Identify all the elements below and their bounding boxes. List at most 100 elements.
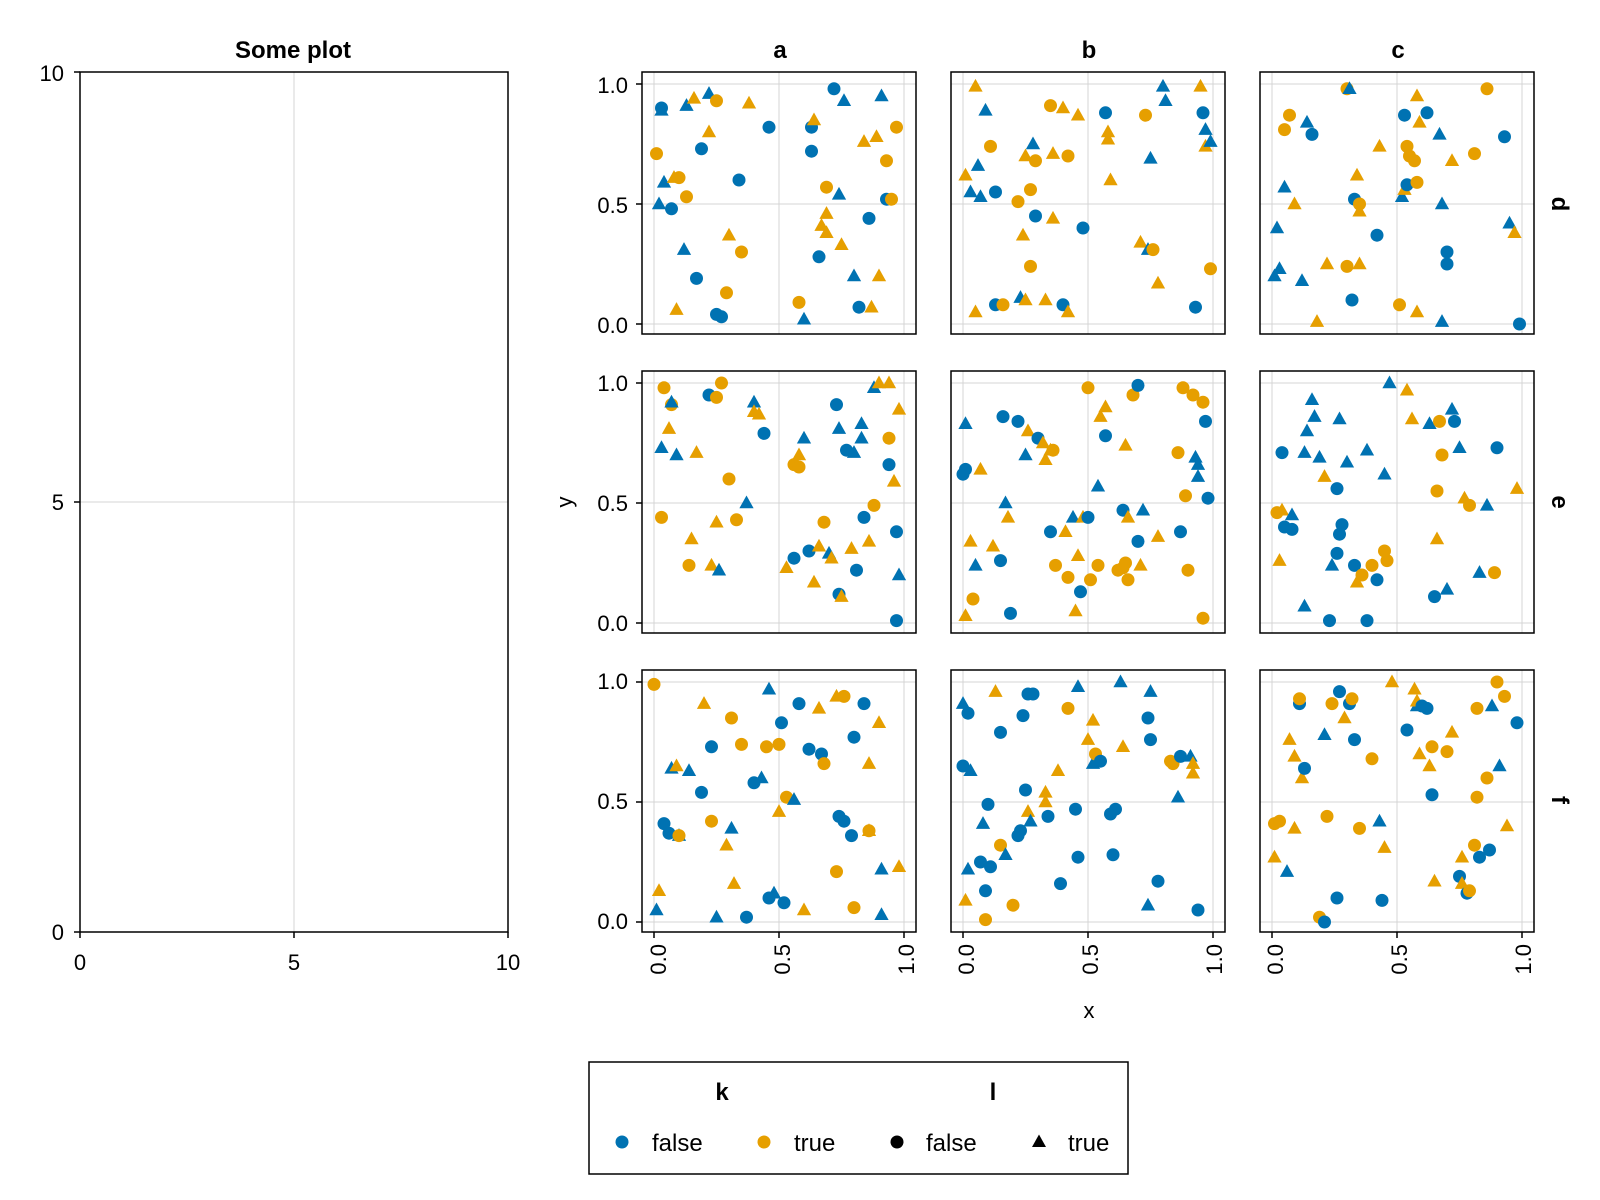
data-point-triangle	[1404, 411, 1420, 425]
facet-x-axis-label: x	[1084, 998, 1095, 1023]
data-point-triangle	[891, 401, 907, 415]
data-point-circle	[1131, 534, 1145, 548]
legend-label-k-false: false	[652, 1130, 703, 1157]
data-point-circle	[1199, 414, 1212, 428]
data-point-triangle	[1018, 447, 1033, 461]
data-point-triangle	[649, 902, 664, 916]
data-point-circle	[1330, 891, 1344, 905]
data-point-circle	[862, 211, 876, 225]
data-point-circle	[1174, 525, 1187, 539]
data-point-circle	[1365, 752, 1379, 766]
data-point-triangle	[970, 158, 986, 171]
data-point-circle	[1109, 802, 1122, 816]
facet-y-tick-label: 0.0	[597, 611, 628, 636]
data-point-circle	[847, 730, 861, 744]
left-plot-gridlines	[79, 71, 509, 933]
data-point-circle	[1174, 749, 1187, 763]
data-point-circle	[792, 295, 806, 309]
data-point-triangle	[968, 304, 983, 318]
data-point-circle	[1069, 802, 1082, 816]
data-point-triangle	[766, 885, 782, 899]
data-point-triangle	[1272, 553, 1287, 566]
data-point-triangle	[779, 560, 794, 574]
data-point-triangle	[1085, 712, 1101, 726]
data-point-circle	[1176, 381, 1190, 395]
panel-b-e	[950, 370, 1226, 634]
facet-y-tick-label: 0.5	[597, 193, 628, 218]
data-point-triangle	[681, 763, 697, 777]
data-point-circle	[1081, 510, 1095, 524]
data-point-triangle	[696, 696, 712, 709]
facet-x-tick-label: 1.0	[894, 944, 919, 975]
data-point-circle	[812, 250, 826, 264]
data-point-triangle	[1060, 304, 1076, 318]
data-point-triangle	[985, 538, 1001, 552]
facet-row-header: d	[1546, 197, 1573, 212]
panel-a-e	[636, 370, 917, 634]
data-point-triangle	[1317, 469, 1332, 482]
legend-title-k: k	[715, 1079, 729, 1106]
data-point-triangle	[651, 883, 667, 897]
data-point-triangle	[1000, 509, 1016, 523]
data-point-circle	[1179, 489, 1192, 503]
data-point-circle	[1348, 733, 1361, 747]
data-point-circle	[890, 614, 903, 628]
data-point-circle	[1106, 848, 1120, 862]
data-point-circle	[956, 759, 970, 773]
data-point-circle	[1024, 183, 1037, 197]
data-point-circle	[1325, 697, 1339, 711]
data-point-triangle	[1193, 78, 1208, 92]
data-point-circle	[1335, 518, 1349, 532]
data-point-circle	[1468, 147, 1481, 161]
data-point-triangle	[963, 184, 978, 198]
data-point-circle	[722, 472, 736, 486]
data-point-circle	[1333, 685, 1346, 699]
data-point-triangle	[724, 820, 739, 834]
data-point-triangle	[1304, 392, 1320, 406]
data-point-triangle	[1372, 138, 1387, 152]
data-point-triangle	[963, 763, 978, 777]
data-point-triangle	[1038, 292, 1053, 306]
facet-row-header: e	[1546, 495, 1573, 508]
facet-y-tick-label: 0.0	[597, 313, 628, 338]
data-point-triangle	[1015, 227, 1031, 241]
facet-column-header: b	[1082, 37, 1097, 64]
data-point-triangle	[1332, 411, 1347, 425]
panel-frame	[641, 370, 917, 634]
data-point-circle	[802, 742, 816, 756]
data-point-circle	[1151, 874, 1165, 888]
legend-marker-l-false	[890, 1135, 904, 1149]
data-point-triangle	[1507, 225, 1522, 239]
left-x-tick-label: 0	[74, 950, 86, 975]
data-point-triangle	[831, 186, 847, 200]
data-point-circle	[996, 298, 1010, 312]
data-point-circle	[732, 173, 746, 187]
data-point-circle	[760, 740, 773, 754]
data-point-triangle	[1317, 727, 1332, 741]
data-point-triangle	[1294, 770, 1310, 784]
data-point-triangle	[1394, 189, 1410, 203]
data-point-triangle	[1038, 784, 1053, 798]
data-point-circle	[1061, 149, 1075, 163]
data-point-triangle	[1472, 565, 1487, 578]
legend-label-k-true: true	[794, 1130, 835, 1157]
data-point-circle	[1019, 783, 1032, 797]
data-point-circle	[1483, 843, 1496, 857]
data-point-triangle	[669, 447, 684, 461]
data-point-triangle	[891, 567, 907, 581]
data-point-circle	[740, 910, 753, 924]
data-point-triangle	[844, 541, 859, 554]
data-point-triangle	[709, 909, 724, 923]
data-point-triangle	[1319, 256, 1335, 270]
data-point-triangle	[1352, 203, 1367, 217]
data-point-triangle	[975, 816, 991, 829]
data-point-circle	[662, 826, 676, 840]
data-point-circle	[1440, 245, 1454, 259]
data-point-circle	[1513, 317, 1526, 331]
data-point-circle	[959, 462, 972, 476]
left-plot-title: Some plot	[235, 37, 351, 64]
data-point-circle	[735, 245, 748, 259]
data-point-circle	[792, 460, 806, 474]
data-point-triangle	[836, 93, 852, 107]
data-point-triangle	[1070, 107, 1086, 121]
